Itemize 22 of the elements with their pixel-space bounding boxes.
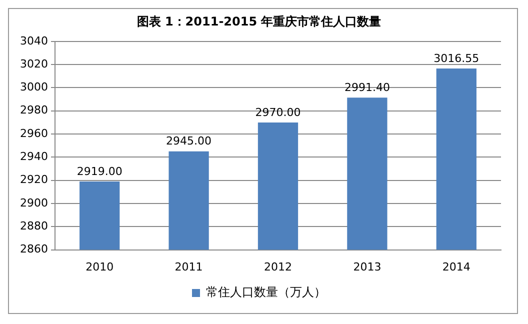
x-tick-label: 2013 (353, 260, 382, 274)
y-tick-label: 2960 (20, 126, 48, 140)
data-label: 2919.00 (76, 164, 122, 178)
x-tick-label: 2011 (174, 260, 203, 274)
chart-title: 图表 1：2011-2015 年重庆市常住人口数量 (136, 14, 382, 28)
y-tick-label: 2940 (20, 150, 48, 164)
y-tick-label: 2860 (20, 242, 48, 256)
x-tick-label: 2010 (86, 260, 114, 274)
data-label: 2991.40 (344, 81, 390, 94)
y-tick-label: 3000 (20, 80, 48, 94)
y-tick-label: 2900 (20, 196, 48, 210)
legend-label: 常住人口数量（万人） (206, 285, 326, 300)
y-tick-label: 3040 (20, 34, 48, 48)
data-label: 3016.55 (434, 52, 480, 65)
data-label: 2970.00 (255, 106, 301, 119)
x-tick-label: 2012 (264, 260, 292, 274)
y-tick-label: 3020 (20, 57, 48, 70)
x-tick-label: 2014 (442, 260, 470, 274)
data-label: 2945.00 (166, 134, 212, 148)
y-tick-label: 2980 (20, 104, 48, 117)
y-tick-label: 2880 (20, 220, 48, 233)
y-tick-label: 2920 (20, 173, 48, 186)
